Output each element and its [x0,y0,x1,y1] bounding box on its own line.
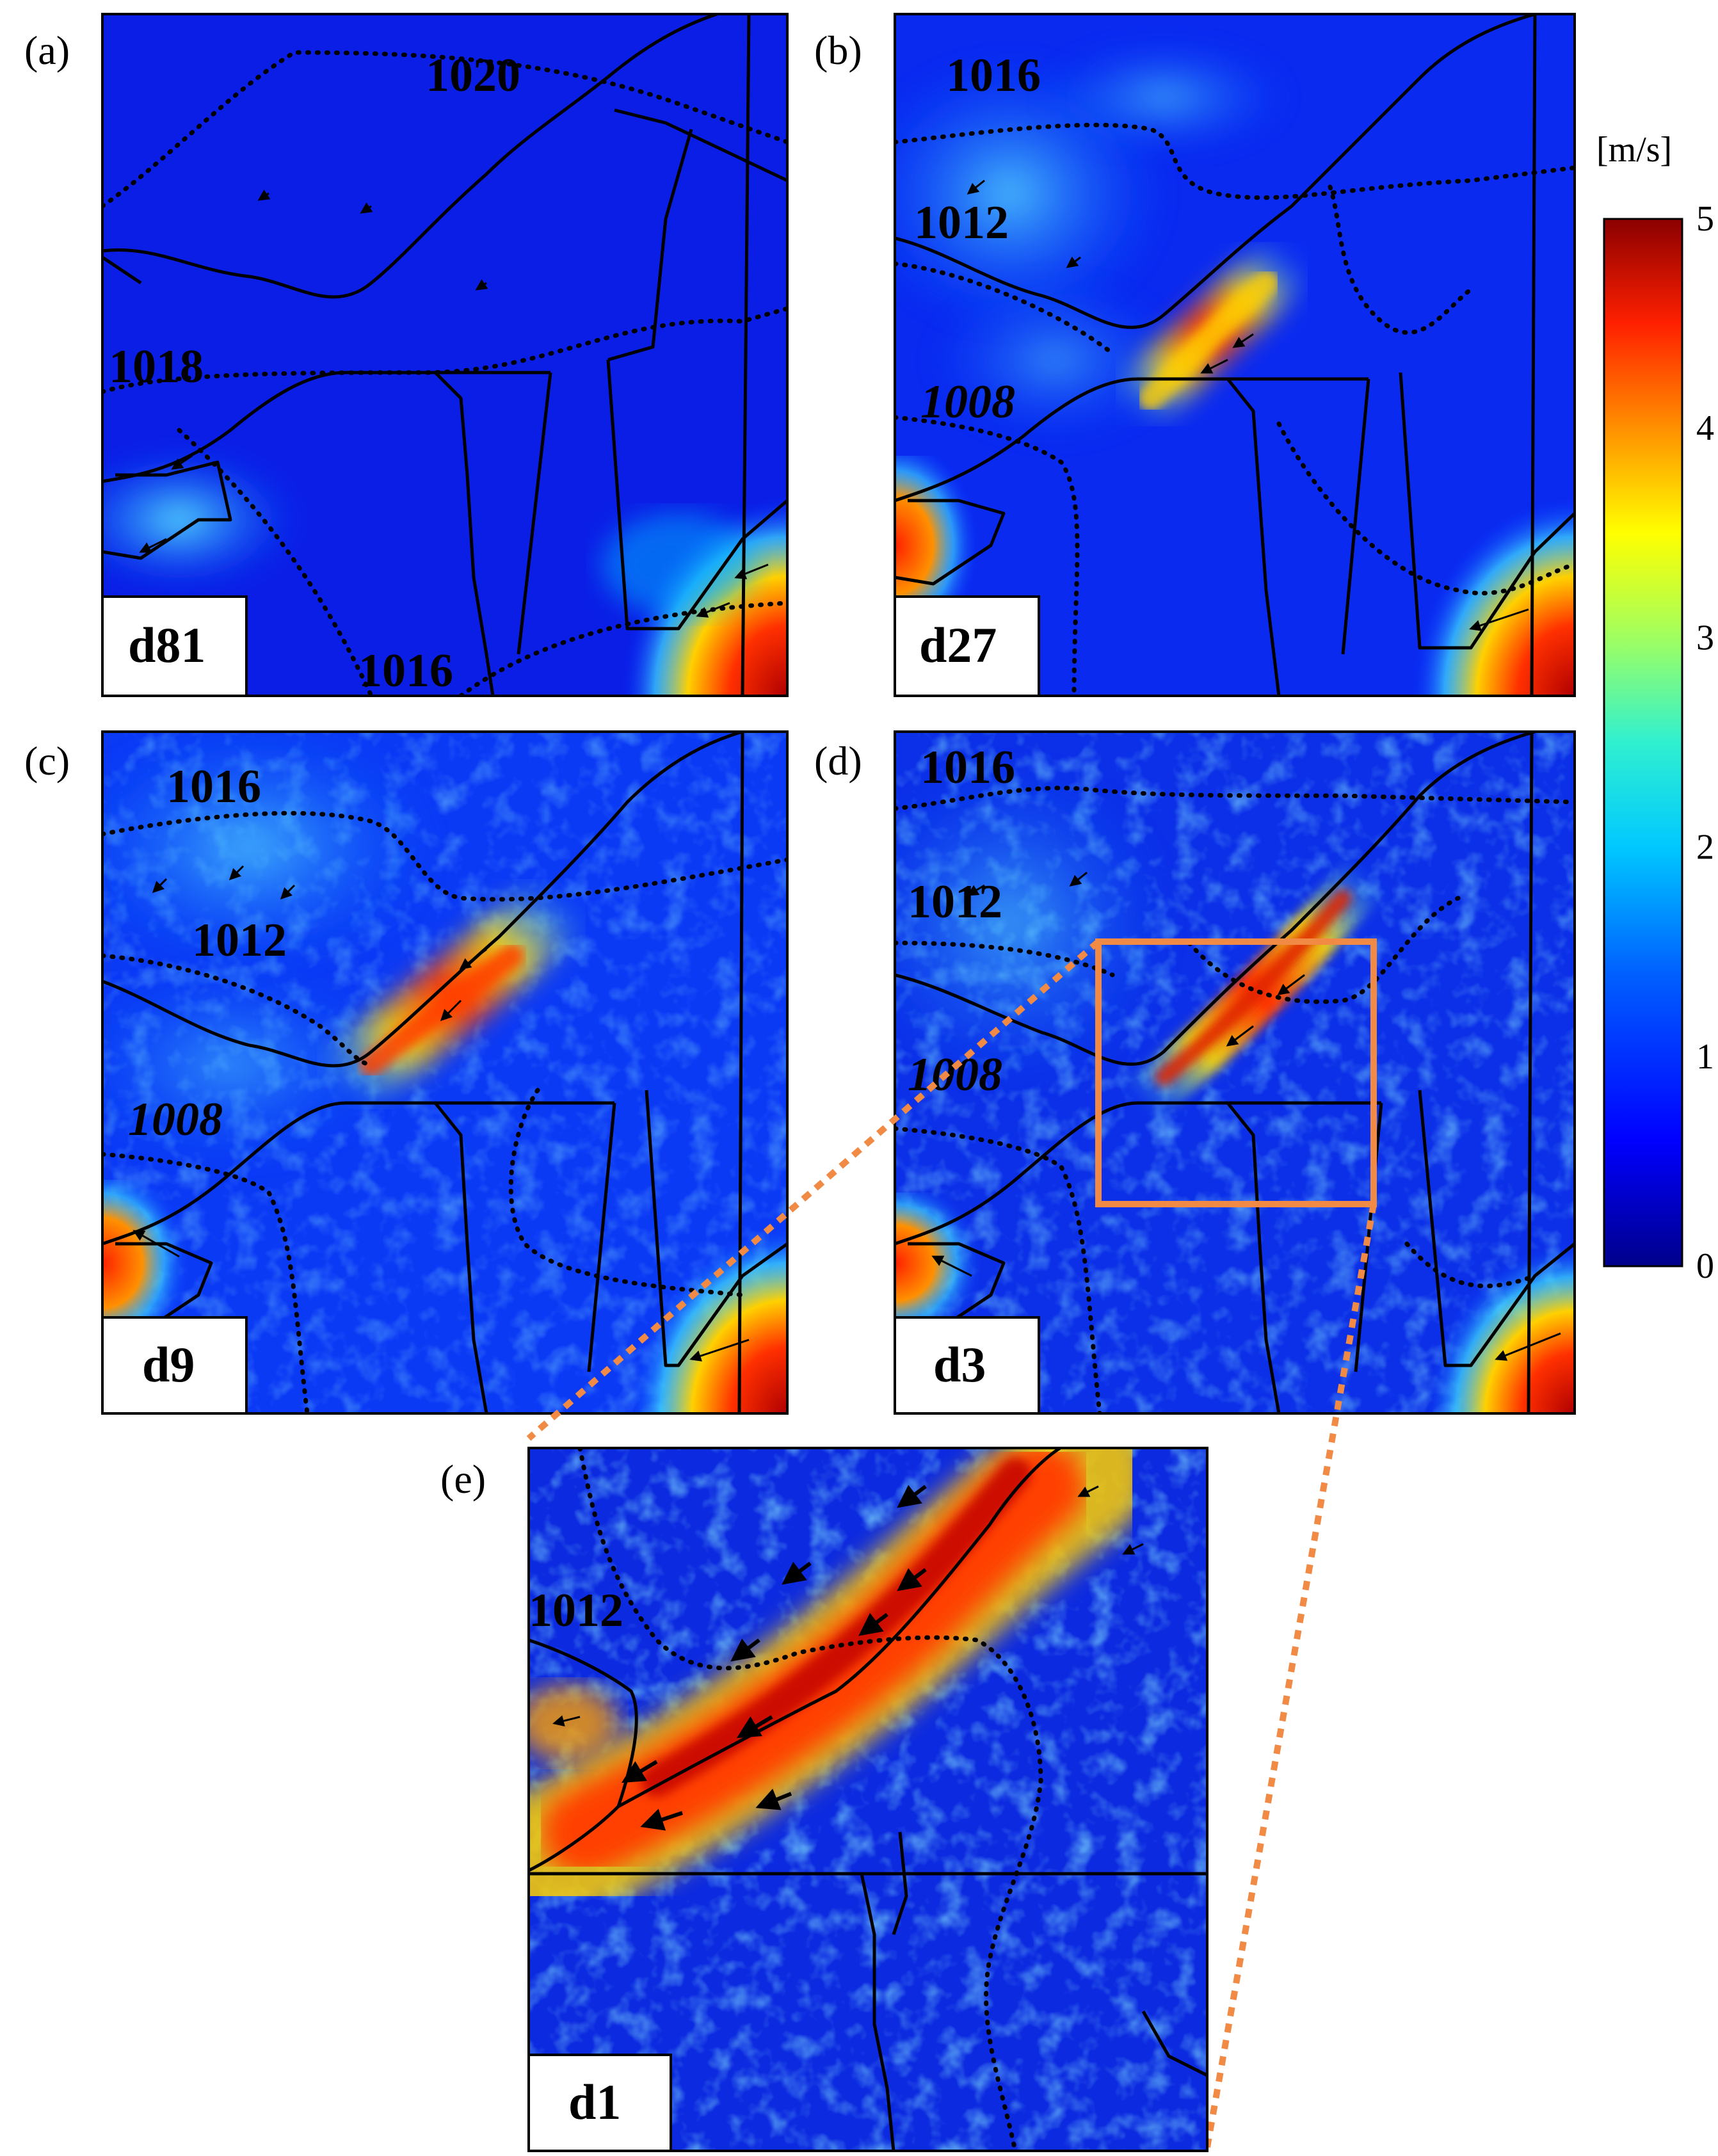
wind-vectors [967,179,1529,631]
isobar-label: 1012 [192,914,287,967]
isobar-1016 [895,785,1575,811]
isobar-label: 1016 [920,741,1015,794]
panel-a-label: (a) [24,28,70,73]
wind-vectors [621,1484,927,1831]
colorbar-tick-label: 4 [1696,408,1714,448]
isobar-1012 [895,896,1461,1004]
domain-label: d27 [919,617,997,673]
domain-label-box [894,1316,1040,1415]
panel-a-map: 1020 1018 1016 d81 [101,13,789,697]
domain-label-box [894,595,1040,697]
domain-label-box [527,2054,672,2152]
isobar-1018 [102,306,787,394]
isobar-label: 1012 [908,876,1002,928]
panel-b-label: (b) [814,28,862,73]
colorbar-tick-label: 3 [1696,618,1714,657]
isobar-1012 [895,184,1473,356]
isobar-1016 [177,428,787,696]
wind-vectors [931,871,1561,1361]
panel-d-label: (d) [814,738,862,784]
isobar-1008 [895,1126,1537,1413]
domain-label-box [101,1316,248,1415]
panel-b-map: 1016 1012 1008 d27 [894,13,1576,697]
isobar-label: 1016 [358,645,453,697]
panel-e-map: 1012 d1 [527,1447,1208,2152]
isobar-label: 1008 [128,1093,223,1146]
colorbar-tick-label: 5 [1696,199,1714,239]
domain-label-box [101,595,248,697]
coastline [102,732,743,1068]
coastline [895,732,1536,1066]
panel-c-label: (c) [24,738,70,784]
colorbar-tick-label: 0 [1696,1246,1714,1286]
coastline [529,1638,638,1872]
isobar-1016 [102,810,787,902]
colorbar-tick-label: 2 [1696,828,1714,867]
panel-e-label: (e) [440,1456,486,1502]
panel-d-map: 1016 1012 1008 d3 [894,730,1576,1415]
isobar-label: 1008 [908,1049,1002,1101]
isobar-1020 [102,50,787,209]
colorbar-tick-label: 1 [1696,1037,1714,1077]
isobar-label: 1016 [946,49,1041,102]
wind-vectors [132,865,750,1362]
panel-c-map: 1016 1012 1008 d9 [101,730,789,1415]
isobar-label: 1012 [529,1584,623,1637]
domain-label: d9 [142,1337,195,1392]
isobar-1008 [102,1152,310,1413]
domain-label: d81 [128,617,205,673]
isobar-1016 [895,122,1575,200]
isobar-1012 [102,953,745,1298]
coastline [895,14,1536,329]
domain-label: d3 [933,1337,986,1392]
colorbar-unit: [m/s] [1596,130,1672,170]
isobar-1012 [577,1448,1043,2151]
isobar-label: 1008 [920,376,1015,428]
zoom-connector-right [1203,1203,1377,2152]
colorbar-gradient [1603,218,1683,1267]
domain-label: d1 [568,2074,621,2130]
isobar-label: 1018 [109,341,204,393]
isobar-1008 [895,415,1575,696]
colorbar: [m/s] 5 4 3 2 1 0 [1596,130,1714,1286]
isobar-label: 1016 [166,760,261,813]
isobar-label: 1020 [426,49,520,102]
isobar-label: 1012 [914,197,1009,249]
zoom-box [1095,938,1377,1207]
coastline [102,14,718,299]
wind-vectors [139,189,769,618]
